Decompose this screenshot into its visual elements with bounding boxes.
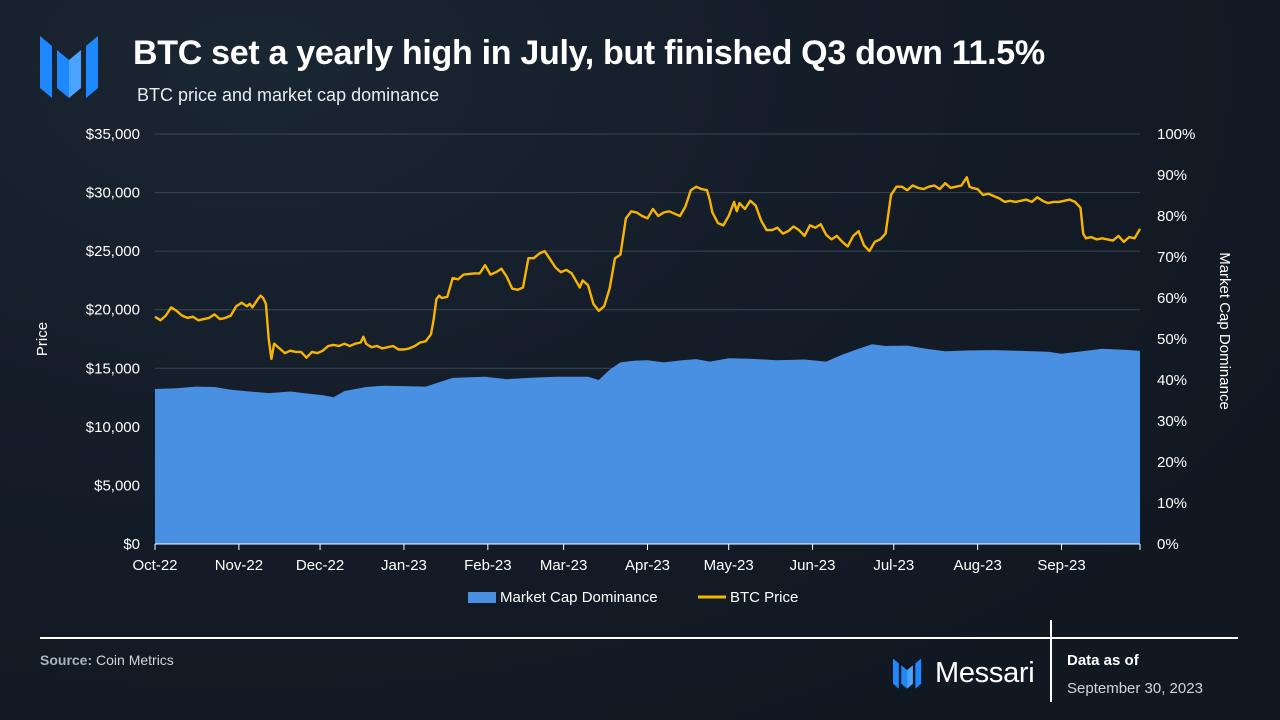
y2-tick-label: 80% (1157, 208, 1187, 225)
y-tick-label: $0 (123, 536, 140, 553)
y2-tick-label: 90% (1157, 167, 1187, 184)
y-tick-label: $25,000 (86, 243, 140, 260)
x-tick-label: Oct-22 (132, 557, 177, 574)
y-tick-label: $35,000 (86, 126, 140, 143)
y-axis-title: Price (34, 322, 51, 356)
y-tick-label: $30,000 (86, 185, 140, 202)
source-note: Source: Coin Metrics (40, 652, 174, 668)
x-tick-label: Nov-22 (215, 557, 263, 574)
y2-tick-label: 0% (1157, 536, 1179, 553)
y2-tick-label: 30% (1157, 413, 1187, 430)
x-tick-label: Apr-23 (625, 557, 670, 574)
legend-label-price: BTC Price (730, 589, 798, 606)
y2-axis-title: Market Cap Dominance (1216, 252, 1233, 410)
as-of-date: September 30, 2023 (1067, 680, 1203, 697)
footer-divider (40, 637, 1238, 639)
x-tick-label: Sep-23 (1037, 557, 1085, 574)
y2-tick-label: 100% (1157, 126, 1195, 143)
chart-subtitle: BTC price and market cap dominance (137, 85, 440, 105)
legend-label-dominance: Market Cap Dominance (500, 589, 658, 606)
y2-tick-label: 70% (1157, 249, 1187, 266)
messari-logo-icon (40, 36, 98, 98)
y-tick-label: $5,000 (94, 477, 140, 494)
chart-title: BTC set a yearly high in July, but finis… (133, 34, 1045, 72)
y-tick-label: $10,000 (86, 419, 140, 436)
messari-mark-icon (893, 657, 922, 689)
source-value: Coin Metrics (96, 652, 174, 668)
brand-lockup: Messari (893, 657, 1035, 690)
as-of-label: Data as of (1067, 652, 1139, 669)
y2-tick-label: 10% (1157, 495, 1187, 512)
dominance-area (155, 344, 1140, 544)
legend-swatch-dominance (468, 592, 496, 603)
y2-tick-label: 50% (1157, 331, 1187, 348)
x-tick-label: Dec-22 (296, 557, 344, 574)
footer-vertical-divider (1050, 620, 1052, 702)
y-tick-label: $15,000 (86, 360, 140, 377)
price-line (154, 176, 1142, 361)
x-tick-label: Aug-23 (953, 557, 1001, 574)
x-tick-label: Feb-23 (464, 557, 512, 574)
brand-name: Messari (935, 657, 1035, 689)
x-tick-label: Mar-23 (540, 557, 588, 574)
x-tick-label: Jul-23 (873, 557, 914, 574)
y-tick-label: $20,000 (86, 302, 140, 319)
y2-tick-label: 40% (1157, 372, 1187, 389)
y2-tick-label: 60% (1157, 290, 1187, 307)
y2-tick-label: 20% (1157, 454, 1187, 471)
x-tick-label: Jun-23 (790, 557, 836, 574)
source-label: Source: (40, 652, 93, 668)
x-tick-label: May-23 (704, 557, 754, 574)
x-tick-label: Jan-23 (381, 557, 427, 574)
